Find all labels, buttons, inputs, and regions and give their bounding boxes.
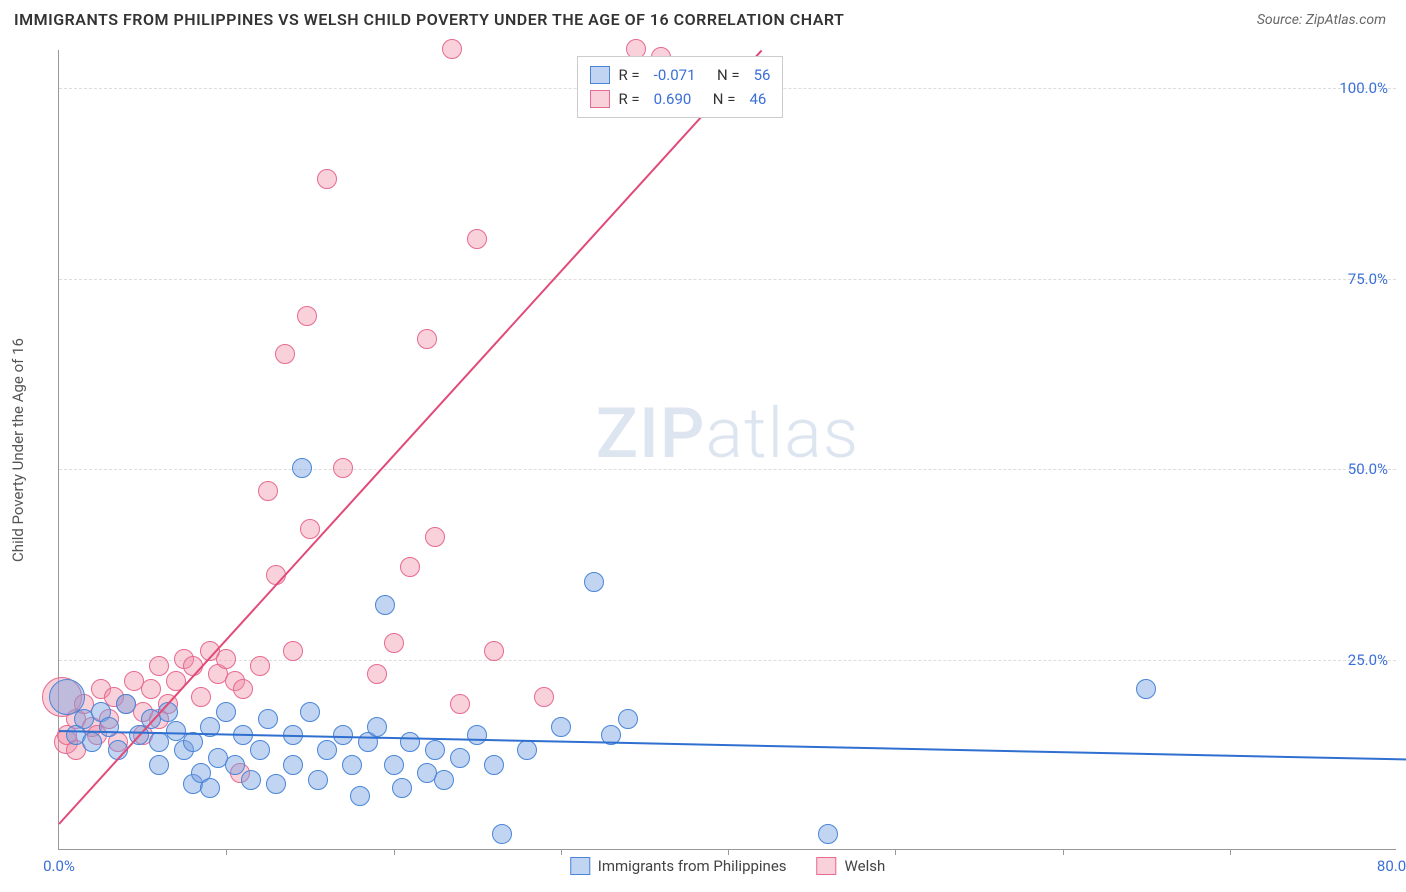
data-point-welsh <box>300 519 320 539</box>
data-point-welsh <box>333 458 353 478</box>
data-point-philippines <box>99 717 119 737</box>
data-point-philippines <box>517 740 537 760</box>
x-tick <box>1063 849 1064 855</box>
data-point-philippines <box>116 694 136 714</box>
data-point-philippines <box>375 595 395 615</box>
data-point-philippines <box>250 740 270 760</box>
data-point-philippines <box>241 770 261 790</box>
data-point-welsh <box>297 306 317 326</box>
data-point-welsh <box>258 481 278 501</box>
watermark: ZIPatlas <box>596 393 860 475</box>
source-text: Source: ZipAtlas.com <box>1257 12 1386 28</box>
x-tick <box>728 849 729 855</box>
data-point-philippines <box>317 740 337 760</box>
data-point-welsh <box>367 664 387 684</box>
correlation-stats-box: R =-0.071 N =56R =0.690 N =46 <box>577 56 783 118</box>
data-point-welsh <box>141 679 161 699</box>
data-point-philippines <box>551 717 571 737</box>
data-point-welsh <box>484 641 504 661</box>
stats-row: R =-0.071 N =56 <box>590 63 770 87</box>
x-tick <box>394 849 395 855</box>
data-point-welsh <box>250 656 270 676</box>
y-tick-label: 75.0% <box>1348 270 1388 288</box>
data-point-philippines <box>342 755 362 775</box>
gridline <box>59 469 1396 470</box>
data-point-philippines <box>82 732 102 752</box>
legend-swatch <box>570 857 590 875</box>
data-point-philippines <box>384 755 404 775</box>
data-point-philippines <box>425 740 445 760</box>
data-point-philippines <box>266 774 286 794</box>
data-point-welsh <box>317 169 337 189</box>
data-point-welsh <box>275 344 295 364</box>
legend-swatch <box>590 66 610 84</box>
x-tick <box>1230 849 1231 855</box>
scatter-plot: ZIPatlas 25.0%50.0%75.0%100.0%0.0%80.0%R… <box>58 50 1396 850</box>
data-point-philippines <box>484 755 504 775</box>
data-point-philippines <box>818 824 838 844</box>
y-tick-label: 100.0% <box>1339 79 1388 97</box>
data-point-welsh <box>191 687 211 707</box>
data-point-philippines <box>225 755 245 775</box>
data-point-philippines <box>350 786 370 806</box>
x-tick-label: 0.0% <box>43 857 75 875</box>
data-point-welsh <box>149 656 169 676</box>
data-point-philippines <box>367 717 387 737</box>
data-point-philippines <box>333 725 353 745</box>
data-point-welsh <box>216 649 236 669</box>
data-point-welsh <box>400 557 420 577</box>
data-point-welsh <box>442 39 462 59</box>
legend-swatch <box>590 90 610 108</box>
data-point-philippines <box>400 732 420 752</box>
data-point-philippines <box>200 778 220 798</box>
data-point-welsh <box>283 641 303 661</box>
data-point-philippines <box>450 748 470 768</box>
data-point-welsh <box>467 229 487 249</box>
legend-item: Immigrants from Philippines <box>570 857 787 875</box>
data-point-philippines <box>584 572 604 592</box>
legend-item: Welsh <box>817 857 886 875</box>
stats-row: R =0.690 N =46 <box>590 87 770 111</box>
legend-swatch <box>817 857 837 875</box>
data-point-welsh <box>534 687 554 707</box>
data-point-philippines <box>1136 679 1156 699</box>
legend-label: Immigrants from Philippines <box>598 857 787 875</box>
chart-area: Child Poverty Under the Age of 16 ZIPatl… <box>58 50 1396 850</box>
y-axis-label: Child Poverty Under the Age of 16 <box>9 338 27 562</box>
data-point-philippines <box>308 770 328 790</box>
data-point-welsh <box>417 329 437 349</box>
series-legend: Immigrants from Philippines Welsh <box>570 857 885 875</box>
gridline <box>59 279 1396 280</box>
y-tick-label: 50.0% <box>1348 460 1388 478</box>
data-point-philippines <box>283 755 303 775</box>
x-tick <box>895 849 896 855</box>
x-tick <box>226 849 227 855</box>
data-point-welsh <box>450 694 470 714</box>
data-point-philippines <box>183 732 203 752</box>
data-point-philippines <box>149 755 169 775</box>
x-tick <box>561 849 562 855</box>
data-point-welsh <box>384 633 404 653</box>
chart-title: IMMIGRANTS FROM PHILIPPINES VS WELSH CHI… <box>14 10 844 29</box>
data-point-philippines <box>492 824 512 844</box>
data-point-welsh <box>233 679 253 699</box>
data-point-philippines <box>292 458 312 478</box>
legend-label: Welsh <box>845 857 886 875</box>
data-point-philippines <box>300 702 320 722</box>
x-tick-label: 80.0% <box>1377 857 1406 875</box>
data-point-philippines <box>618 709 638 729</box>
trendline-welsh <box>58 50 762 825</box>
data-point-philippines <box>216 702 236 722</box>
data-point-welsh <box>425 527 445 547</box>
y-tick-label: 25.0% <box>1348 651 1388 669</box>
data-point-philippines <box>467 725 487 745</box>
data-point-philippines <box>434 770 454 790</box>
data-point-philippines <box>392 778 412 798</box>
data-point-philippines <box>258 709 278 729</box>
